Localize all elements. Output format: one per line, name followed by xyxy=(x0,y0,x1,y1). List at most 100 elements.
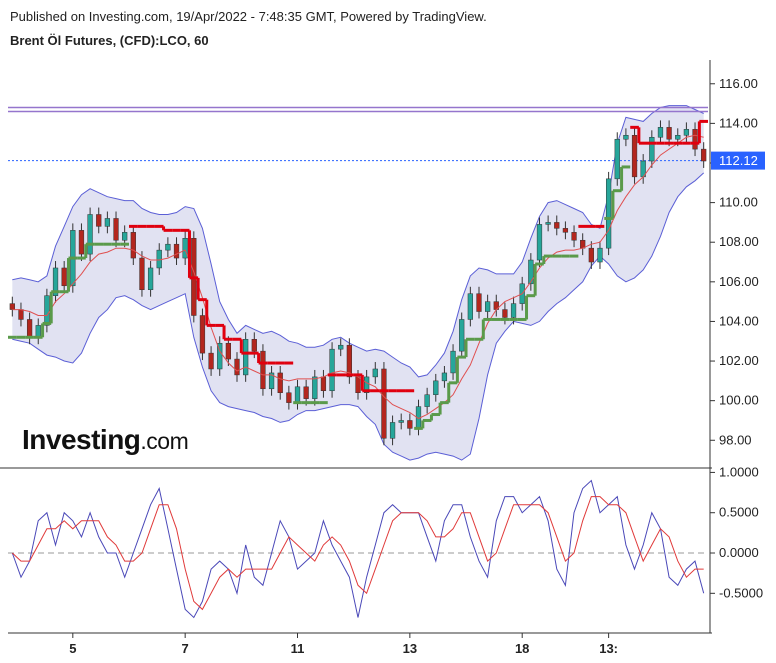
candle-10 xyxy=(96,214,102,227)
candle-69 xyxy=(605,178,612,249)
price-tick-label-5: 106.00 xyxy=(719,274,759,289)
candle-57 xyxy=(502,309,508,318)
candle-67 xyxy=(588,247,594,263)
candle-15 xyxy=(139,257,145,290)
candle-52 xyxy=(459,319,465,352)
bollinger-upper-line xyxy=(12,105,704,378)
candle-34 xyxy=(303,386,309,399)
candle-40 xyxy=(355,376,361,393)
bollinger-lower-line xyxy=(12,172,705,461)
candle-42 xyxy=(372,368,378,378)
osc-tick-label-1: 0.5000 xyxy=(719,505,759,520)
candle-16 xyxy=(147,267,154,290)
candle-20 xyxy=(182,238,188,259)
candle-18 xyxy=(165,243,171,251)
candle-45 xyxy=(398,420,404,423)
candle-68 xyxy=(597,247,603,263)
price-tick-label-6: 104.00 xyxy=(719,313,759,328)
candle-5 xyxy=(52,267,59,296)
investing-logo: Investing.com xyxy=(22,424,189,456)
price-tick-label-4: 108.00 xyxy=(719,234,759,249)
logo-main: Investing xyxy=(22,424,141,455)
candle-79 xyxy=(692,129,698,150)
price-tick-label-0: 116.00 xyxy=(719,76,758,91)
candle-35 xyxy=(312,376,318,399)
candle-22 xyxy=(199,315,206,354)
price-tick-label-1: 114.00 xyxy=(719,115,758,130)
candle-26 xyxy=(234,358,240,376)
candle-41 xyxy=(364,376,370,393)
candlesticks xyxy=(9,120,707,446)
candle-76 xyxy=(666,127,672,140)
candle-65 xyxy=(571,232,577,241)
candle-1 xyxy=(18,309,24,320)
candle-44 xyxy=(389,422,396,439)
price-tick-label-3: 110.00 xyxy=(719,195,758,210)
candle-50 xyxy=(441,372,448,382)
candle-80 xyxy=(701,148,707,162)
candle-33 xyxy=(294,386,301,403)
candle-8 xyxy=(78,230,85,255)
candle-64 xyxy=(562,228,569,233)
osc-tick-label-0: 1.0000 xyxy=(719,464,759,479)
candle-29 xyxy=(260,350,266,390)
candle-32 xyxy=(286,392,292,403)
candle-77 xyxy=(675,135,681,140)
candle-38 xyxy=(338,344,344,350)
candle-63 xyxy=(554,222,560,229)
bollinger-bands xyxy=(12,105,705,461)
candle-4 xyxy=(44,295,50,326)
candle-54 xyxy=(476,293,482,312)
last-price-tag xyxy=(711,151,765,170)
candle-27 xyxy=(243,339,249,376)
oscillator-panel xyxy=(8,479,708,619)
candle-9 xyxy=(87,214,93,255)
candle-53 xyxy=(467,293,473,320)
axes xyxy=(0,60,712,634)
indicator-overlays xyxy=(8,119,708,430)
candle-25 xyxy=(225,342,231,360)
candle-36 xyxy=(320,376,327,392)
candle-0 xyxy=(9,303,15,310)
oscillator-k-line xyxy=(11,479,705,619)
oscillator-d-line xyxy=(11,496,704,611)
candle-71 xyxy=(623,135,629,140)
osc-tick-label-3: -0.5000 xyxy=(719,585,763,600)
candle-62 xyxy=(545,222,551,225)
price-tick-label-8: 100.00 xyxy=(719,393,759,408)
x-tick-label-5: 13: xyxy=(599,641,618,656)
published-info: Published on Investing.com, 19/Apr/2022 … xyxy=(10,9,487,24)
candle-48 xyxy=(424,394,430,407)
candle-51 xyxy=(450,350,456,374)
candle-39 xyxy=(346,344,352,378)
candle-49 xyxy=(433,380,439,395)
candle-28 xyxy=(251,339,257,352)
candle-13 xyxy=(122,232,128,241)
osc-tick-label-2: 0.0000 xyxy=(719,545,759,560)
x-tick-label-2: 11 xyxy=(291,641,305,656)
candle-11 xyxy=(104,218,111,227)
candle-12 xyxy=(113,218,119,241)
price-tick-label-7: 102.00 xyxy=(719,353,759,368)
x-tick-label-4: 18 xyxy=(515,641,529,656)
candle-70 xyxy=(614,138,620,180)
candle-37 xyxy=(329,348,335,392)
candle-6 xyxy=(61,267,67,287)
price-tick-label-9: 98.00 xyxy=(719,432,752,447)
candle-61 xyxy=(536,224,543,261)
candle-74 xyxy=(649,136,655,162)
candle-72 xyxy=(631,135,638,178)
candle-24 xyxy=(217,342,223,370)
candle-3 xyxy=(35,325,41,338)
candle-55 xyxy=(485,301,491,312)
last-price-label: 112.12 xyxy=(719,153,758,168)
candle-58 xyxy=(510,303,517,318)
price-levels xyxy=(8,106,708,162)
moving-average-line xyxy=(12,134,704,420)
candle-23 xyxy=(208,352,214,370)
candle-75 xyxy=(657,127,664,138)
candle-78 xyxy=(683,129,690,136)
tick-labels: 116.00114.00112.00110.00108.00106.00104.… xyxy=(69,76,765,656)
candle-60 xyxy=(528,259,534,285)
